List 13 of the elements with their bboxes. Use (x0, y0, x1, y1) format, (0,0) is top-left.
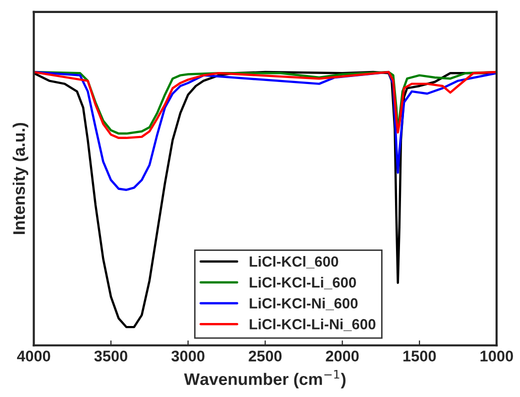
x-tick-label: 3500 (94, 350, 128, 362)
x-tick-label: 4000 (17, 350, 50, 362)
x-tick-label: 2500 (248, 350, 282, 362)
y-axis-title: Intensity (a.u.) (12, 122, 28, 234)
legend-label: LiCl-KCl-Li_600 (250, 276, 356, 290)
x-tick-label: 2000 (326, 350, 359, 362)
x-tick-label: 3000 (171, 350, 204, 362)
legend-label: LiCl-KCl-Li-Ni_600 (250, 318, 376, 332)
legend-label: LiCl-KCl_600 (250, 256, 338, 268)
x-tick-label: 1000 (480, 350, 513, 362)
x-axis-title: Wavenumber (cm$^{−1}$) (184, 370, 346, 388)
x-tick-label: 1500 (403, 350, 436, 362)
legend-label: LiCl-KCl-Ni_600 (250, 298, 358, 310)
